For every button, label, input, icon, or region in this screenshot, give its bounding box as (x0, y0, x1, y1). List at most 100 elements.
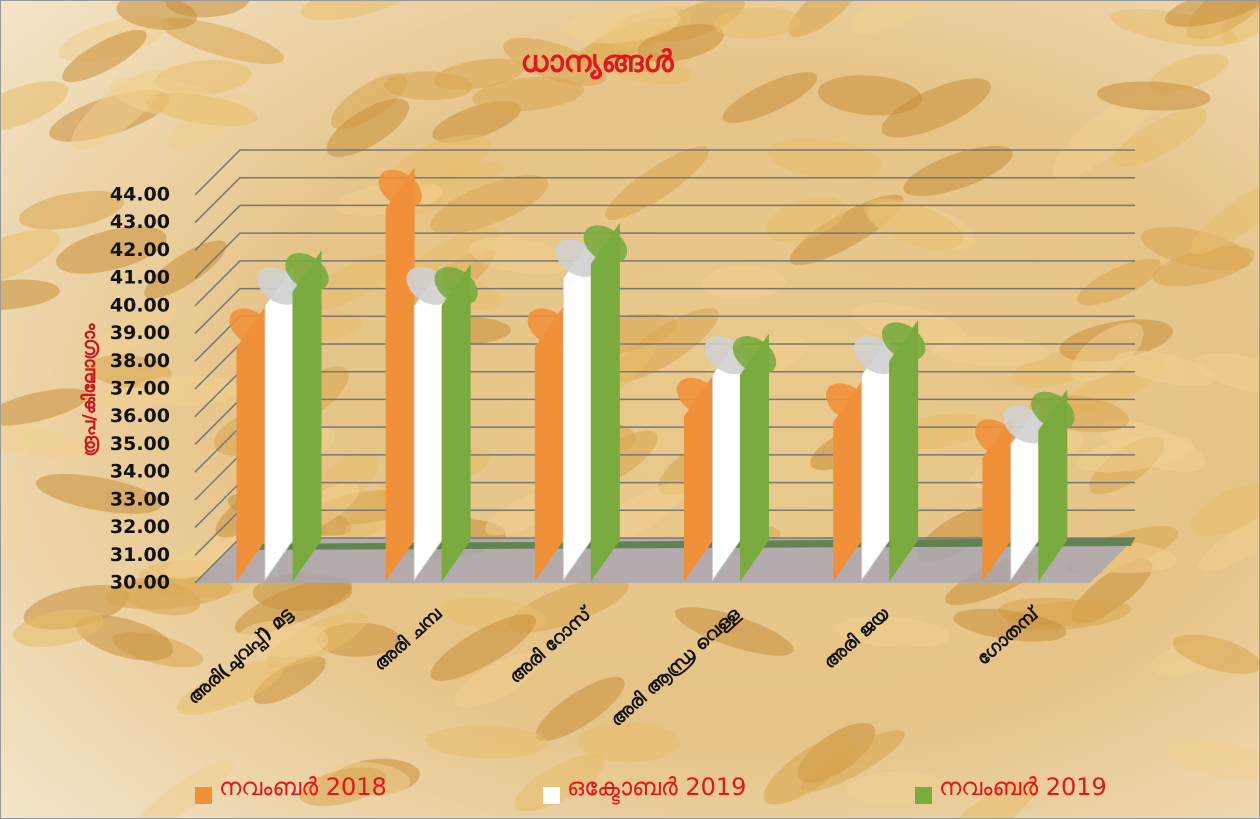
rice-grain (18, 190, 125, 230)
rice-grain (455, 652, 542, 708)
rice-grain (577, 722, 680, 763)
y-tick-label: 40.00 (110, 294, 170, 316)
rice-grain (0, 81, 69, 132)
bar-cap (434, 266, 478, 305)
bar (590, 222, 620, 582)
rice-grain (1220, 0, 1260, 44)
rice-grain (177, 660, 285, 715)
bar-cap (881, 322, 926, 361)
bar-cap (676, 377, 721, 416)
rice-grain (713, 7, 801, 39)
rice-grain (116, 0, 198, 30)
rice-grain (298, 252, 405, 313)
rice-grain (1077, 258, 1162, 306)
rice-grain (535, 676, 625, 742)
rice-grain (817, 75, 923, 116)
rice-grain (238, 620, 329, 658)
rice-grain (425, 725, 549, 759)
y-tick-label: 44.00 (110, 184, 170, 206)
bar-cap (732, 336, 777, 375)
rice-grain (767, 138, 883, 180)
rice-grain (13, 609, 104, 647)
rice-grain (763, 733, 858, 805)
legend-label: നവംബർ 2018 (219, 773, 387, 801)
y-tick-label: 41.00 (110, 267, 170, 289)
legend-swatch (543, 787, 560, 804)
rice-grain (851, 303, 966, 347)
rice-grain (1096, 81, 1211, 111)
y-tick-label: 38.00 (110, 350, 170, 372)
rice-grain (947, 780, 1037, 819)
rice-grain (1172, 634, 1260, 674)
rice-grain (1190, 179, 1260, 255)
bar-cap (378, 169, 422, 208)
rice-grain (864, 198, 964, 250)
y-tick-label: 37.00 (110, 378, 170, 400)
rice-grain (881, 78, 991, 138)
y-tick-label: 43.00 (110, 211, 170, 233)
rice-grain (160, 18, 284, 64)
rice-grain (851, 0, 931, 35)
rice-grain (1113, 108, 1207, 167)
rice-grain (1110, 9, 1238, 47)
rice-grain (104, 576, 233, 610)
y-tick-label: 36.00 (110, 405, 170, 427)
bar-cap (527, 308, 572, 347)
y-tick-label: 34.00 (110, 461, 170, 483)
bar-cap (1031, 391, 1075, 430)
rice-grain (391, 134, 492, 187)
rice-grain (1053, 94, 1151, 179)
rice-grain (326, 98, 410, 157)
rice-grain (62, 29, 147, 83)
y-tick-label: 31.00 (110, 544, 170, 566)
y-tick-label: 42.00 (110, 239, 170, 261)
rice-grain (299, 767, 386, 807)
rice-grain (674, 607, 794, 656)
legend-label: ഒക്ടോബർ 2019 (567, 773, 746, 805)
bar (712, 333, 741, 582)
y-tick-label: 33.00 (110, 488, 170, 510)
rice-grain (1071, 322, 1144, 382)
grid-line (194, 204, 1135, 251)
bar-cap (583, 225, 628, 264)
rice-grain (133, 759, 234, 819)
rice-grain (429, 175, 549, 234)
bar-cap (285, 252, 329, 292)
rice-grain (88, 354, 172, 389)
rice-grain (953, 608, 1067, 642)
rice-grain (468, 237, 571, 275)
rice-grain (87, 305, 178, 358)
bar (385, 167, 415, 582)
rice-grain (605, 146, 710, 220)
y-tick-label: 30.00 (110, 572, 170, 594)
rice-grain (35, 474, 162, 514)
bar (562, 236, 592, 582)
rice-grain (1190, 483, 1260, 537)
bar (236, 305, 266, 582)
rice-grain (722, 72, 818, 124)
rice-grain (145, 92, 258, 126)
y-tick-label: 35.00 (110, 433, 170, 455)
rice-grain (903, 145, 1013, 197)
rice-grain (1164, 0, 1260, 27)
legend-swatch (195, 787, 212, 804)
bar (441, 264, 471, 582)
rice-grain (514, 754, 605, 812)
bar (740, 333, 769, 582)
grid-line (194, 232, 1135, 279)
rice-grain (701, 265, 787, 300)
rice-grain (765, 196, 846, 243)
bar-cap (825, 383, 870, 422)
y-tick-label: 39.00 (110, 322, 170, 344)
y-tick-label: 32.00 (110, 516, 170, 538)
rice-grain (0, 279, 60, 310)
rice-grain (835, 616, 950, 648)
rice-grain (503, 37, 607, 86)
chart-title: ധാന്യങ്ങൾ (521, 45, 675, 81)
bar (1038, 388, 1068, 582)
grid-line (194, 260, 1135, 307)
y-axis-label: രൂപ/കിലോഗ്രാം (79, 323, 100, 456)
grid-line (194, 149, 1135, 196)
bar-cap (229, 308, 273, 347)
